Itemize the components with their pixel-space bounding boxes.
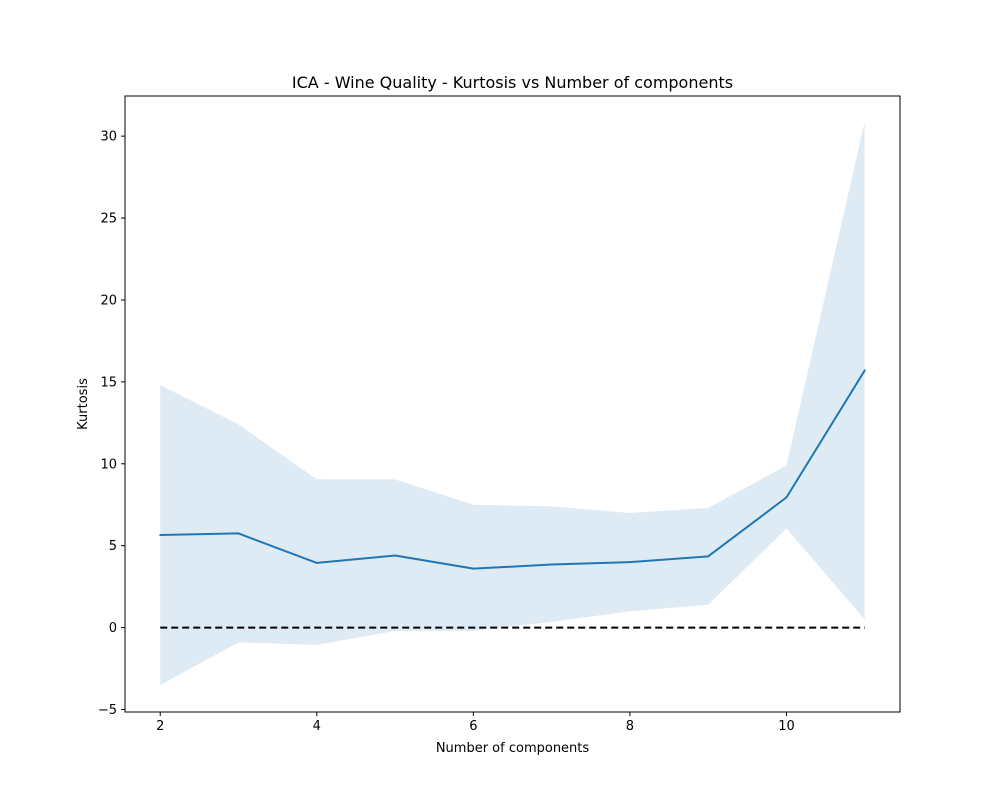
- kurtosis-series-line: [160, 369, 866, 570]
- data-point: [785, 496, 788, 499]
- data-point: [159, 534, 162, 537]
- data-point: [394, 554, 397, 557]
- y-axis-label: Kurtosis: [76, 378, 91, 430]
- y-tick-label: 10: [100, 457, 117, 472]
- y-tick-label: 5: [109, 539, 117, 554]
- confidence-band: [160, 121, 865, 685]
- series-line-layer: [159, 369, 866, 570]
- y-tick-label: 30: [100, 130, 117, 145]
- y-tick-label: 0: [109, 621, 117, 636]
- y-tick-label: 15: [100, 375, 117, 390]
- x-axis-label: Number of components: [436, 741, 590, 756]
- y-tick-label: 20: [100, 293, 117, 308]
- x-tick-label: 8: [626, 719, 634, 734]
- x-tick-label: 10: [778, 719, 795, 734]
- y-tick-label: −5: [98, 703, 117, 718]
- data-point: [472, 567, 475, 570]
- data-point: [550, 563, 553, 566]
- chart-title: ICA - Wine Quality - Kurtosis vs Number …: [292, 73, 733, 92]
- plot-area-frame: [124, 95, 901, 713]
- data-point: [863, 369, 866, 372]
- x-tick-label: 6: [469, 719, 477, 734]
- x-tick-label: 2: [156, 719, 164, 734]
- data-point: [237, 532, 240, 535]
- x-axis-ticks: 2 4 6 8 10: [156, 712, 795, 734]
- x-tick-label: 4: [313, 719, 321, 734]
- y-axis-ticks: −5 0 5 10 15 20 25 30: [98, 130, 125, 718]
- data-point: [707, 555, 710, 558]
- y-tick-label: 25: [100, 212, 117, 227]
- data-point: [628, 561, 631, 564]
- data-point: [315, 561, 318, 564]
- confidence-band-layer: [160, 121, 865, 685]
